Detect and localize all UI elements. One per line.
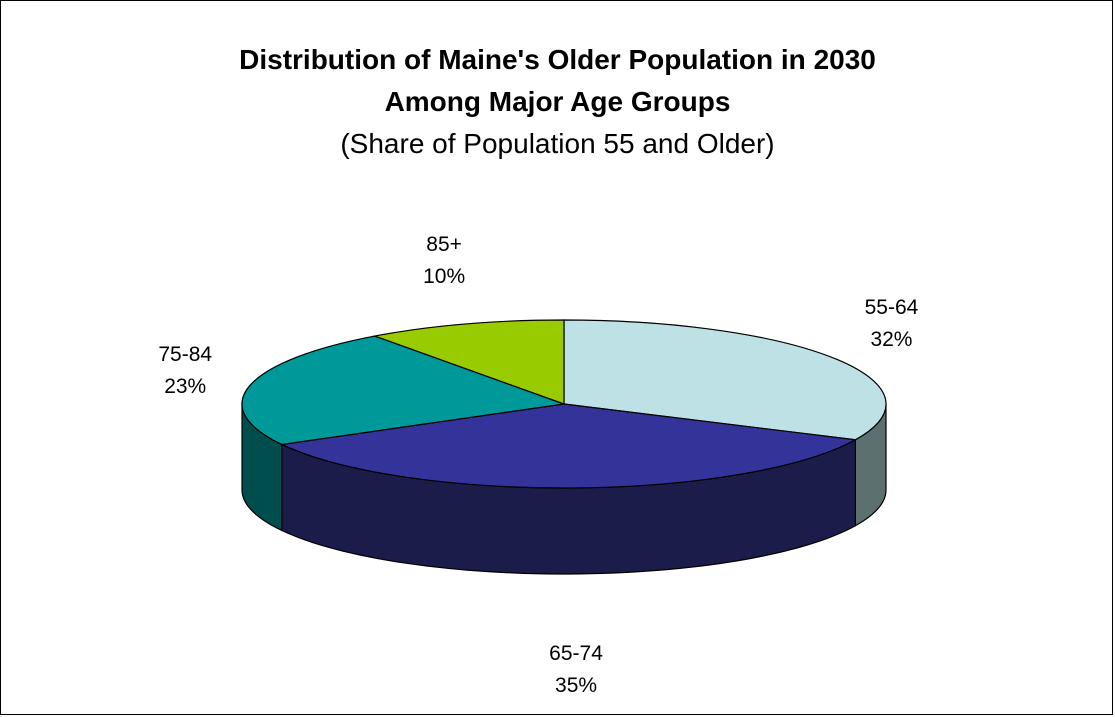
slice-percent-label: 35% (555, 673, 598, 697)
chart-subtitle: (Share of Population 55 and Older) (340, 128, 775, 159)
pie-slice-65-74 (279, 403, 858, 489)
chart-title-line2: Among Major Age Groups (384, 86, 731, 117)
slice-category-label: 75-84 (158, 343, 213, 367)
slice-label-55-64: 55-64 32% (865, 292, 919, 356)
slice-category-label: 65-74 (549, 641, 603, 665)
slice-percent-label: 23% (164, 375, 207, 399)
slice-category-label: 85+ (426, 233, 462, 257)
slice-percent-label: 10% (423, 265, 466, 289)
slice-label-65-74: 65-74 35% (549, 638, 603, 702)
slice-label-75-84: 75-84 23% (158, 339, 212, 403)
pie-slice-85+ (372, 319, 565, 405)
pie-slice-75-84 (241, 335, 565, 446)
slice-percent-label: 32% (870, 327, 913, 351)
slice-category-label: 55-64 (864, 295, 919, 319)
pie-slice-55-64 (563, 319, 887, 441)
chart-title: Distribution of Maine's Older Population… (239, 44, 876, 75)
slice-label-85+: 85+ 10% (423, 229, 465, 293)
